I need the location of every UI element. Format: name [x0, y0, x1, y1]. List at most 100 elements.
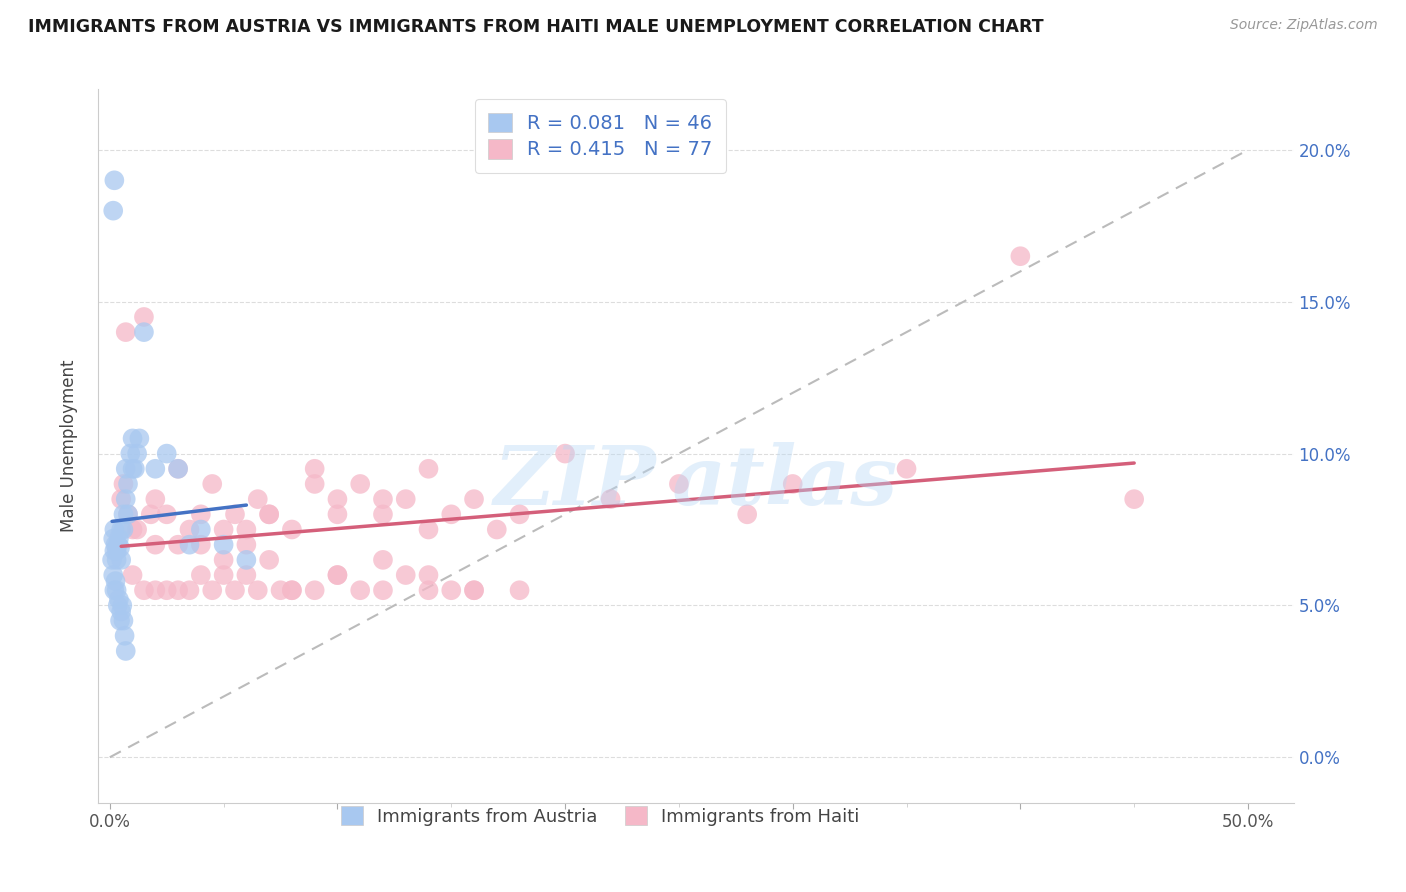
- Point: [509, 583, 531, 598]
- Point: [121, 568, 143, 582]
- Point: [143, 538, 166, 552]
- Point: [114, 462, 136, 476]
- Point: [418, 583, 440, 598]
- Point: [349, 477, 371, 491]
- Point: [103, 583, 125, 598]
- Point: [107, 538, 129, 552]
- Point: [440, 508, 463, 522]
- Point: [179, 538, 201, 552]
- Point: [127, 447, 149, 461]
- Point: [108, 541, 131, 555]
- Point: [103, 543, 125, 558]
- Point: [235, 538, 257, 552]
- Point: [235, 568, 257, 582]
- Point: [270, 583, 292, 598]
- Point: [124, 462, 146, 476]
- Point: [212, 568, 235, 582]
- Point: [156, 583, 179, 598]
- Point: [103, 523, 125, 537]
- Point: [104, 574, 127, 588]
- Point: [112, 508, 135, 522]
- Point: [121, 523, 143, 537]
- Point: [117, 477, 139, 491]
- Point: [114, 492, 136, 507]
- Point: [110, 605, 132, 619]
- Point: [281, 583, 304, 598]
- Point: [212, 553, 235, 567]
- Point: [139, 508, 162, 522]
- Point: [179, 523, 201, 537]
- Point: [326, 492, 349, 507]
- Point: [371, 553, 394, 567]
- Point: [108, 614, 131, 628]
- Point: [121, 431, 143, 445]
- Point: [132, 583, 155, 598]
- Point: [554, 447, 576, 461]
- Point: [485, 523, 508, 537]
- Point: [156, 508, 179, 522]
- Point: [103, 568, 125, 582]
- Point: [509, 508, 531, 522]
- Point: [326, 508, 349, 522]
- Point: [304, 477, 326, 491]
- Point: [107, 599, 129, 613]
- Point: [418, 462, 440, 476]
- Point: [281, 583, 304, 598]
- Point: [1010, 249, 1032, 263]
- Point: [117, 508, 139, 522]
- Point: [371, 508, 394, 522]
- Point: [114, 325, 136, 339]
- Point: [463, 583, 485, 598]
- Point: [105, 583, 128, 598]
- Point: [668, 477, 690, 491]
- Point: [257, 553, 280, 567]
- Point: [112, 614, 135, 628]
- Point: [201, 477, 224, 491]
- Point: [395, 568, 418, 582]
- Point: [235, 553, 257, 567]
- Point: [349, 583, 371, 598]
- Point: [132, 325, 155, 339]
- Text: Source: ZipAtlas.com: Source: ZipAtlas.com: [1230, 18, 1378, 32]
- Point: [110, 492, 132, 507]
- Point: [167, 462, 190, 476]
- Point: [371, 583, 394, 598]
- Point: [156, 447, 179, 461]
- Point: [440, 583, 463, 598]
- Point: [224, 583, 246, 598]
- Point: [143, 492, 166, 507]
- Point: [105, 543, 128, 558]
- Point: [112, 477, 135, 491]
- Point: [120, 447, 142, 461]
- Point: [143, 462, 166, 476]
- Point: [128, 431, 150, 445]
- Point: [121, 462, 143, 476]
- Point: [190, 523, 212, 537]
- Point: [190, 568, 212, 582]
- Point: [418, 523, 440, 537]
- Point: [371, 492, 394, 507]
- Point: [167, 538, 190, 552]
- Point: [127, 523, 149, 537]
- Point: [896, 462, 918, 476]
- Point: [108, 532, 131, 546]
- Point: [224, 508, 246, 522]
- Point: [103, 532, 125, 546]
- Point: [257, 508, 280, 522]
- Point: [1123, 492, 1146, 507]
- Point: [110, 553, 132, 567]
- Y-axis label: Male Unemployment: Male Unemployment: [59, 359, 77, 533]
- Point: [114, 644, 136, 658]
- Point: [257, 508, 280, 522]
- Point: [463, 583, 485, 598]
- Point: [246, 583, 269, 598]
- Point: [114, 629, 136, 643]
- Point: [246, 492, 269, 507]
- Point: [212, 523, 235, 537]
- Point: [782, 477, 804, 491]
- Point: [281, 523, 304, 537]
- Point: [167, 583, 190, 598]
- Point: [235, 523, 257, 537]
- Point: [101, 553, 124, 567]
- Point: [112, 523, 135, 537]
